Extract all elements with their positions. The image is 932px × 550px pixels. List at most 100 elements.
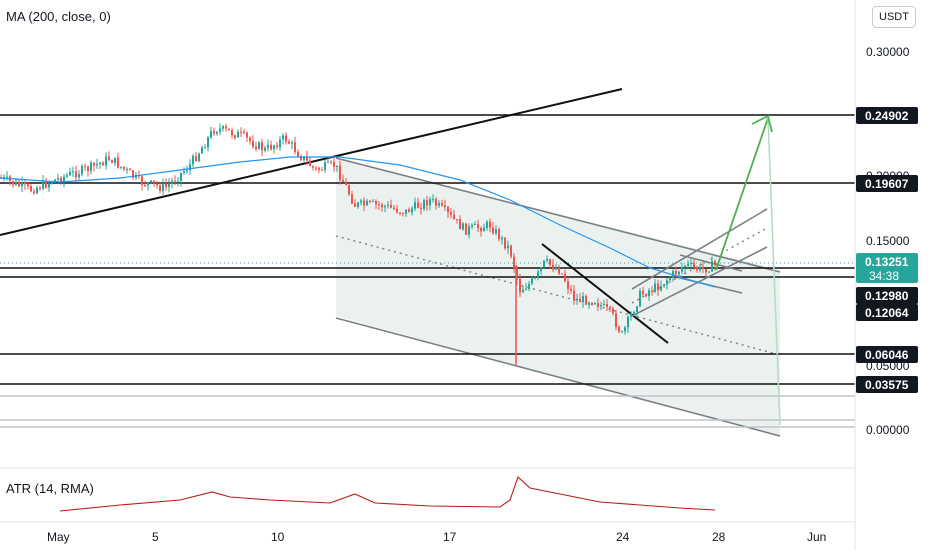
- price-label-0.19607[interactable]: 0.19607: [856, 175, 918, 192]
- candle-body: [648, 290, 650, 297]
- candle-body: [156, 183, 158, 186]
- candle-body: [102, 162, 104, 166]
- candle-body: [228, 128, 230, 131]
- candle-body: [531, 278, 533, 284]
- candle-body: [663, 284, 665, 286]
- candle-body: [303, 156, 305, 160]
- candle-body: [684, 265, 686, 268]
- x-tick-24: 24: [616, 530, 630, 544]
- candle-body: [669, 277, 671, 281]
- candle-body: [429, 199, 431, 206]
- candle-body: [447, 207, 449, 213]
- candle-body: [177, 180, 179, 182]
- candle-body: [660, 285, 662, 291]
- candle-body: [75, 171, 77, 178]
- candle-body: [162, 183, 164, 191]
- candle-body: [291, 142, 293, 144]
- price-label-0.06046[interactable]: 0.06046: [856, 346, 918, 363]
- candle-body: [393, 207, 395, 209]
- ma-indicator-label[interactable]: MA (200, close, 0): [6, 9, 111, 24]
- candle-body: [558, 267, 560, 274]
- price-label-current[interactable]: 0.13251 34:38: [856, 253, 918, 283]
- candle-body: [606, 303, 608, 307]
- candle-body: [627, 316, 629, 328]
- candle-body: [201, 147, 203, 154]
- candle-body: [72, 171, 74, 173]
- candle-body: [15, 181, 17, 185]
- candle-body: [396, 208, 398, 213]
- candle-body: [630, 313, 632, 317]
- candle-body: [192, 156, 194, 165]
- price-label-0.24902[interactable]: 0.24902: [856, 107, 918, 124]
- candle-body: [147, 182, 149, 186]
- candle-body: [150, 180, 152, 183]
- candle-body: [129, 168, 131, 171]
- candle-body: [576, 298, 578, 301]
- candle-body: [195, 156, 197, 162]
- candle-body: [495, 229, 497, 234]
- candle-body: [99, 162, 101, 165]
- candle-body: [90, 162, 92, 172]
- candle-body: [351, 194, 353, 204]
- candle-body: [111, 160, 113, 163]
- candle-body: [348, 185, 350, 195]
- candle-body: [216, 131, 218, 134]
- candle-body: [453, 214, 455, 220]
- candle-body: [456, 219, 458, 221]
- candle-body: [120, 166, 122, 168]
- svg-text:0.12064: 0.12064: [865, 306, 909, 320]
- candle-body: [633, 312, 635, 314]
- projection-line-down: [767, 117, 781, 426]
- descending-channel-area: [336, 158, 780, 437]
- candle-body: [651, 290, 653, 292]
- candle-body: [312, 166, 314, 168]
- candle-body: [159, 185, 161, 191]
- svg-text:0.24902: 0.24902: [865, 109, 909, 123]
- ma-line: [0, 156, 716, 288]
- candle-body: [468, 226, 470, 235]
- candle-body: [573, 290, 575, 301]
- candle-body: [84, 165, 86, 167]
- candle-body: [267, 144, 269, 148]
- channel-mid-line: [335, 235, 781, 356]
- candle-body: [231, 130, 233, 136]
- candle-body: [21, 182, 23, 187]
- currency-badge[interactable]: USDT: [872, 6, 916, 28]
- candle-body: [126, 168, 128, 170]
- candle-body: [12, 181, 14, 185]
- candle-body: [540, 267, 542, 272]
- candle-body: [486, 221, 488, 228]
- candle-body: [96, 164, 98, 166]
- candle-body: [354, 203, 356, 207]
- candle-body: [114, 157, 116, 163]
- candle-body: [141, 176, 143, 185]
- candle-body: [462, 223, 464, 230]
- candle-body: [144, 184, 146, 186]
- candle-body: [123, 166, 125, 170]
- candle-body: [24, 182, 26, 185]
- candle-body: [567, 281, 569, 289]
- y-tick-0.15000: 0.15000: [866, 234, 910, 248]
- price-label-0.12064[interactable]: 0.12064: [856, 304, 918, 321]
- candle-body: [420, 207, 422, 209]
- candle-body: [51, 182, 53, 184]
- candle-body: [543, 260, 545, 268]
- price-label-0.03575[interactable]: 0.03575: [856, 376, 918, 393]
- candle-body: [285, 135, 287, 142]
- candle-body: [342, 179, 344, 182]
- candle-body: [237, 131, 239, 138]
- candle-body: [276, 145, 278, 148]
- candle-body: [537, 271, 539, 278]
- candle-body: [570, 288, 572, 291]
- candle-body: [78, 174, 80, 178]
- atr-indicator-label[interactable]: ATR (14, RMA): [6, 481, 94, 496]
- candle-body: [198, 153, 200, 162]
- candle-body: [174, 180, 176, 182]
- candle-body: [642, 290, 644, 295]
- price-label-0.12980[interactable]: 0.12980: [856, 287, 918, 304]
- candle-body: [168, 183, 170, 188]
- candle-body: [261, 142, 263, 151]
- candle-body: [564, 273, 566, 282]
- candle-body: [546, 259, 548, 261]
